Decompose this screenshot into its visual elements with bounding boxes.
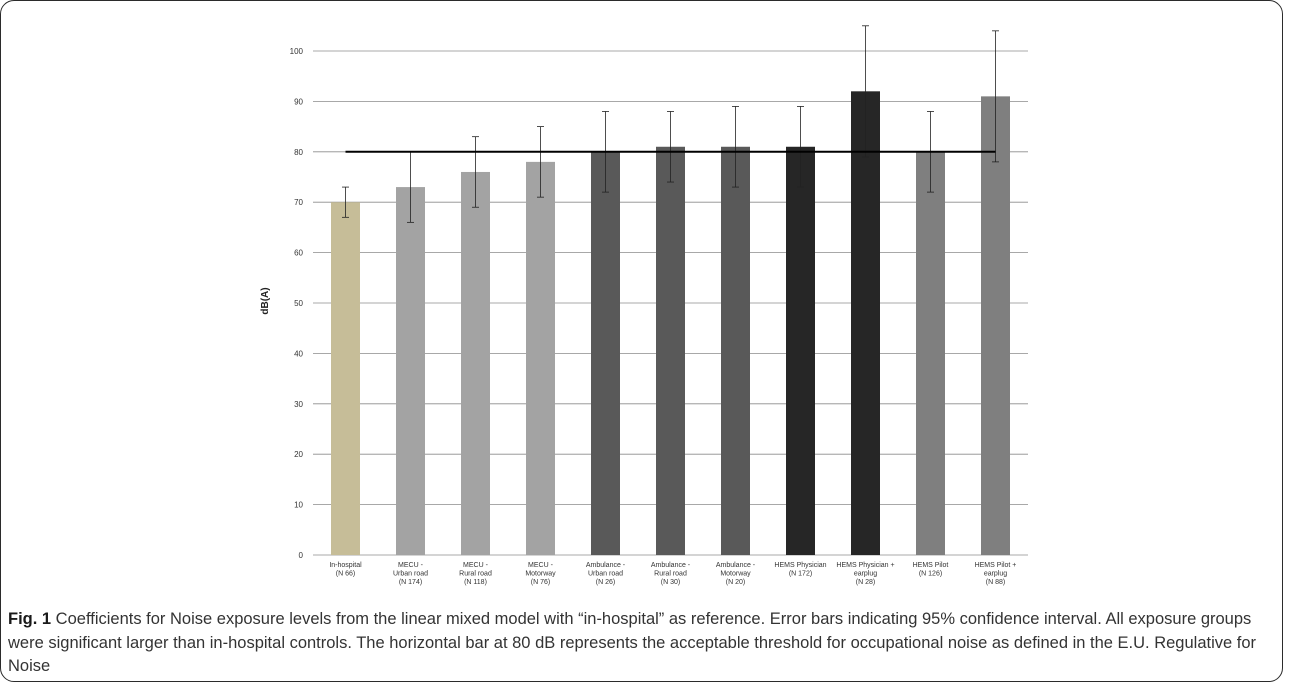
x-category-label: Ambulance -Urban road (N 26) bbox=[586, 562, 626, 586]
y-tick-labels: 0 10 20 30 40 50 60 70 80 90 100 bbox=[290, 47, 304, 560]
error-bar bbox=[797, 106, 804, 188]
bar bbox=[721, 146, 750, 555]
y-tick-label: 70 bbox=[294, 198, 303, 207]
caption-text: Coefficients for Noise exposure levels f… bbox=[8, 610, 1257, 675]
x-category-label: HEMS Pilot + earplug (N 88) bbox=[975, 562, 1017, 586]
bar bbox=[786, 146, 815, 555]
bar bbox=[526, 161, 555, 555]
error-bars bbox=[342, 25, 999, 223]
bar bbox=[656, 146, 685, 555]
x-category-label: MECU -Urban road (N 174) bbox=[393, 562, 428, 586]
y-tick-label: 20 bbox=[294, 450, 303, 459]
y-tick-label: 0 bbox=[299, 551, 304, 560]
bar bbox=[461, 171, 490, 555]
noise-bar-chart: 0 10 20 30 40 50 60 70 80 90 100 In-hospital (N 66)… bbox=[260, 25, 1028, 586]
figure-caption: Fig. 1 Coefficients for Noise exposure l… bbox=[8, 608, 1274, 679]
bar bbox=[916, 151, 945, 556]
y-tick-label: 30 bbox=[294, 400, 303, 409]
x-category-label: Ambulance -Rural road (N 30) bbox=[651, 562, 691, 586]
x-category-label: MECU -Motorway (N 76) bbox=[525, 562, 556, 586]
bar bbox=[331, 202, 360, 555]
y-tick-label: 60 bbox=[294, 249, 303, 258]
caption-label: Fig. 1 bbox=[8, 610, 52, 628]
x-category-label: Ambulance -Motorway (N 20) bbox=[716, 562, 756, 586]
x-category-label: MECU -Rural road (N 118) bbox=[459, 562, 492, 586]
bar bbox=[981, 96, 1010, 556]
error-bar bbox=[667, 111, 674, 183]
bar bbox=[591, 151, 620, 556]
error-bar bbox=[862, 25, 869, 158]
y-tick-label: 80 bbox=[294, 148, 303, 157]
y-tick-label: 10 bbox=[294, 501, 303, 510]
bars bbox=[331, 91, 1010, 556]
x-category-label: In-hospital (N 66) bbox=[329, 562, 362, 578]
error-bar bbox=[342, 186, 349, 218]
x-category-label: HEMS Physician + earplug (N 28) bbox=[836, 562, 894, 586]
y-tick-label: 90 bbox=[294, 97, 303, 106]
x-category-label: HEMS Pilot (N 126) bbox=[913, 562, 949, 578]
x-category-label: HEMS Physician (N 172) bbox=[774, 562, 826, 578]
y-axis-label: dB(A) bbox=[260, 287, 271, 314]
x-category-labels: In-hospital (N 66) MECU -Urban road (N 174)… bbox=[329, 562, 1016, 586]
bar bbox=[396, 187, 425, 555]
error-bar bbox=[472, 136, 479, 208]
error-bar bbox=[537, 126, 544, 198]
error-bar bbox=[732, 106, 739, 188]
bar bbox=[851, 91, 880, 555]
y-tick-label: 50 bbox=[294, 299, 303, 308]
error-bar bbox=[992, 30, 999, 163]
y-tick-label: 100 bbox=[290, 47, 304, 56]
y-tick-label: 40 bbox=[294, 349, 303, 358]
